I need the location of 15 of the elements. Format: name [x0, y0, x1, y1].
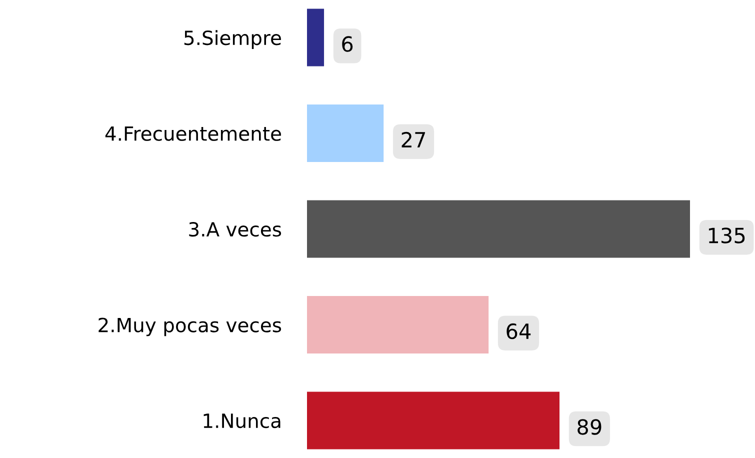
data-label: 27 — [402, 132, 425, 148]
bar — [307, 392, 560, 450]
y-tick-label: 3.A veces — [189, 222, 282, 237]
data-label: 89 — [578, 419, 602, 435]
bar — [307, 8, 324, 66]
y-tick-label: 2.Muy pocas veces — [98, 318, 282, 336]
bar — [307, 104, 384, 162]
bar — [307, 200, 690, 258]
data-label: 64 — [506, 323, 531, 340]
y-tick-label: 5.Siempre — [184, 30, 281, 49]
data-label: 135 — [708, 228, 745, 244]
bar — [307, 296, 489, 354]
data-label: 6 — [342, 36, 353, 52]
y-tick-label: 4.Frecuentemente — [105, 126, 281, 141]
y-tick-label: 1.Nunca — [204, 414, 280, 428]
